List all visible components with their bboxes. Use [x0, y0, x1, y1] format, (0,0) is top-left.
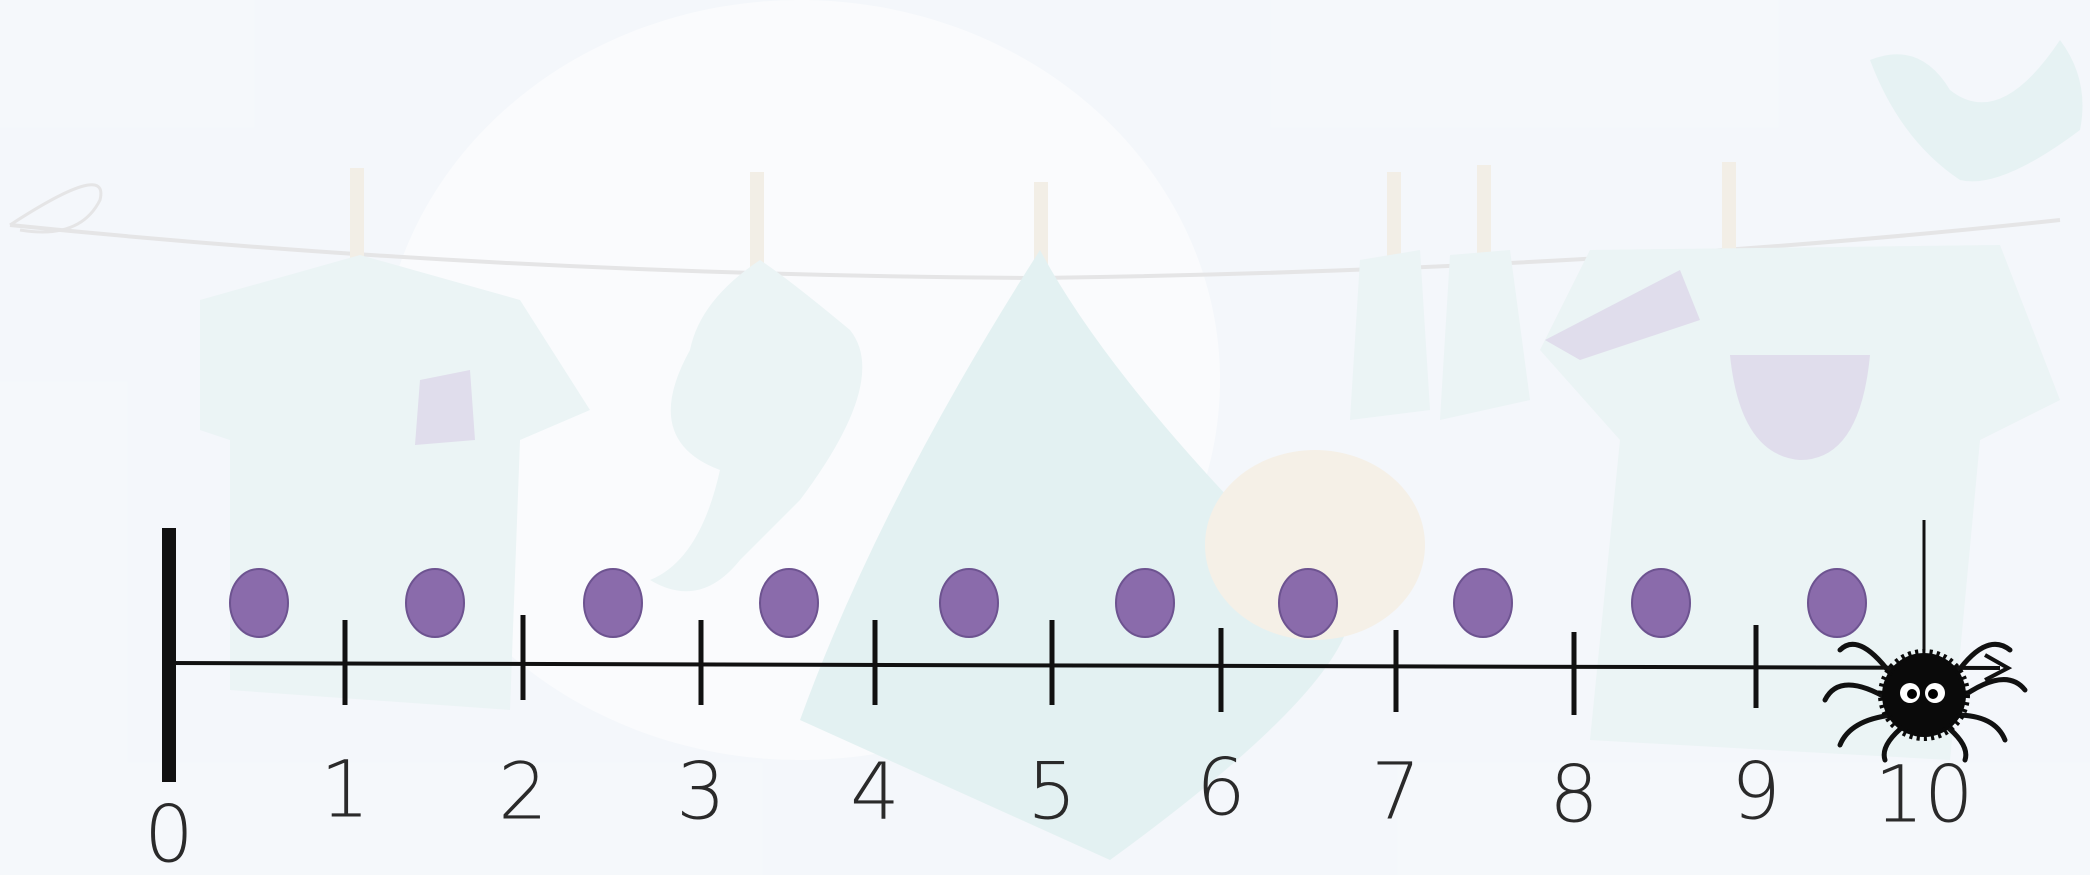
counter	[759, 568, 819, 638]
tick-label: 9	[1731, 748, 1781, 838]
tick-label: 3	[676, 748, 726, 838]
number-line	[162, 528, 2013, 782]
tick-label: 10	[1874, 751, 1973, 841]
tick-labels: 0 1 2 3 4 5 6 7 8 9 10	[144, 744, 1973, 875]
spider	[1822, 520, 2028, 763]
counter	[229, 568, 289, 638]
axis-line	[168, 661, 2001, 670]
tick-label: 7	[1371, 748, 1421, 838]
tick-label: 5	[1027, 748, 1077, 838]
axis-arrow	[1984, 653, 2013, 682]
counter	[583, 568, 643, 638]
counters	[229, 568, 1867, 638]
tick-label: 6	[1196, 744, 1246, 834]
counter	[1115, 568, 1175, 638]
ticks	[342, 615, 1759, 715]
counter	[1631, 568, 1691, 638]
counter	[1807, 568, 1867, 638]
tick-label: 2	[498, 748, 548, 838]
counter	[405, 568, 465, 638]
tick-label: 4	[850, 748, 900, 838]
tick-label: 8	[1549, 751, 1599, 841]
counter	[939, 568, 999, 638]
counter	[1453, 568, 1513, 638]
counter	[1278, 568, 1338, 638]
tick-label: 1	[320, 746, 370, 836]
tick-label: 0	[144, 791, 194, 875]
